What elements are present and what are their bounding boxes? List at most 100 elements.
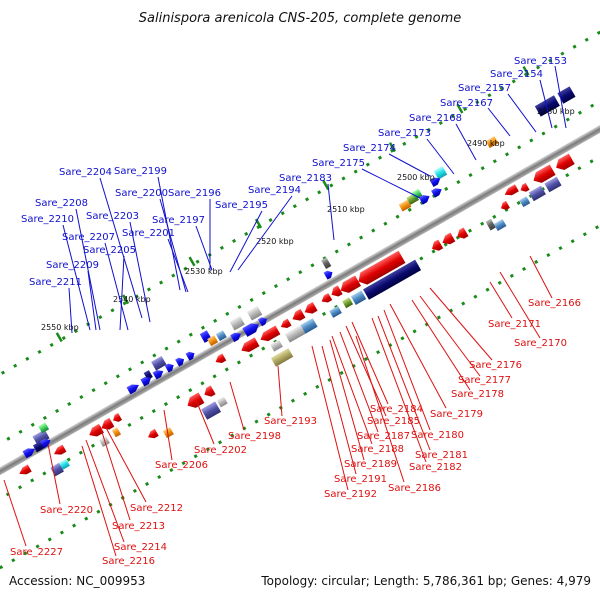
- gene-block[interactable]: [557, 86, 576, 104]
- gene-label-forward[interactable]: Sare_2207: [62, 232, 115, 243]
- gene-label-reverse[interactable]: Sare_2180: [411, 430, 464, 441]
- gene-label-reverse[interactable]: Sare_2188: [351, 444, 404, 455]
- gene-block[interactable]: [338, 275, 362, 295]
- gene-label-forward[interactable]: Sare_2183: [279, 173, 332, 184]
- gene-label-reverse[interactable]: Sare_2227: [10, 547, 63, 558]
- gene-block[interactable]: [185, 350, 197, 361]
- gene-block[interactable]: [329, 285, 343, 299]
- gene-label-forward[interactable]: Sare_2211: [29, 277, 82, 288]
- gene-label-forward[interactable]: Sare_2167: [440, 98, 493, 109]
- gene-label-forward[interactable]: Sare_2168: [409, 113, 462, 124]
- gene-label-forward[interactable]: Sare_2174: [343, 143, 396, 154]
- gene-label-reverse[interactable]: Sare_2206: [155, 460, 208, 471]
- gene-block[interactable]: [162, 427, 174, 439]
- gene-label-reverse[interactable]: Sare_2192: [324, 489, 377, 500]
- gene-block[interactable]: [418, 193, 432, 205]
- gene-block[interactable]: [503, 184, 519, 198]
- gene-block[interactable]: [355, 250, 406, 288]
- gene-label-forward[interactable]: Sare_2197: [152, 215, 205, 226]
- gene-label-reverse[interactable]: Sare_2191: [334, 474, 387, 485]
- gene-label-reverse[interactable]: Sare_2202: [194, 445, 247, 456]
- gene-block[interactable]: [411, 188, 423, 200]
- gene-block[interactable]: [553, 153, 575, 173]
- gene-block[interactable]: [258, 325, 281, 345]
- gene-block[interactable]: [215, 330, 227, 342]
- gene-label-reverse[interactable]: Sare_2186: [388, 483, 441, 494]
- gene-block[interactable]: [290, 308, 306, 324]
- gene-label-forward[interactable]: Sare_2175: [312, 158, 365, 169]
- gene-block[interactable]: [143, 370, 153, 381]
- gene-block[interactable]: [284, 325, 306, 343]
- gene-block[interactable]: [440, 232, 456, 248]
- gene-label-reverse[interactable]: Sare_2166: [528, 298, 581, 309]
- gene-label-forward[interactable]: Sare_2154: [490, 69, 543, 80]
- gene-label-forward[interactable]: Sare_2209: [46, 260, 99, 271]
- gene-label-forward[interactable]: Sare_2201: [122, 228, 175, 239]
- gene-label-reverse[interactable]: Sare_2189: [344, 459, 397, 470]
- gene-block[interactable]: [126, 381, 141, 395]
- gene-label-reverse[interactable]: Sare_2216: [102, 556, 155, 567]
- gene-block[interactable]: [329, 305, 342, 318]
- gene-label-forward[interactable]: Sare_2195: [215, 200, 268, 211]
- gene-label-reverse[interactable]: Sare_2182: [409, 462, 462, 473]
- gene-label-forward[interactable]: Sare_2157: [458, 83, 511, 94]
- gene-label-reverse[interactable]: Sare_2213: [112, 521, 165, 532]
- gene-block[interactable]: [202, 385, 216, 400]
- gene-label-reverse[interactable]: Sare_2187: [357, 431, 410, 442]
- gene-block[interactable]: [519, 182, 530, 194]
- gene-block[interactable]: [455, 227, 469, 241]
- gene-label-reverse[interactable]: Sare_2181: [415, 450, 468, 461]
- gene-label-reverse[interactable]: Sare_2179: [430, 409, 483, 420]
- gene-block[interactable]: [32, 429, 50, 446]
- gene-block[interactable]: [22, 445, 37, 459]
- gene-block[interactable]: [323, 269, 335, 280]
- gene-block[interactable]: [270, 339, 283, 352]
- gene-label-forward[interactable]: Sare_2204: [59, 167, 112, 178]
- gene-label-reverse[interactable]: Sare_2170: [514, 338, 567, 349]
- gene-block[interactable]: [430, 239, 444, 254]
- gene-block[interactable]: [350, 290, 367, 306]
- gene-block[interactable]: [230, 330, 243, 343]
- gene-block[interactable]: [214, 353, 227, 366]
- gene-label-reverse[interactable]: Sare_2171: [488, 319, 541, 330]
- gene-block[interactable]: [258, 315, 269, 327]
- gene-block[interactable]: [485, 218, 496, 231]
- gene-block[interactable]: [493, 219, 507, 231]
- gene-block[interactable]: [111, 427, 122, 438]
- gene-block[interactable]: [17, 464, 32, 478]
- gene-label-reverse[interactable]: Sare_2177: [458, 375, 511, 386]
- gene-label-forward[interactable]: Sare_2208: [35, 198, 88, 209]
- gene-block[interactable]: [342, 297, 354, 309]
- gene-label-forward[interactable]: Sare_2173: [378, 128, 431, 139]
- gene-label-forward[interactable]: Sare_2205: [83, 245, 136, 256]
- gene-label-reverse[interactable]: Sare_2193: [264, 416, 317, 427]
- gene-block[interactable]: [52, 444, 67, 458]
- gene-label-reverse[interactable]: Sare_2212: [130, 503, 183, 514]
- gene-block[interactable]: [151, 355, 167, 371]
- gene-block[interactable]: [302, 301, 318, 317]
- gene-block[interactable]: [242, 320, 261, 337]
- gene-label-forward[interactable]: Sare_2194: [248, 185, 301, 196]
- gene-label-reverse[interactable]: Sare_2198: [228, 431, 281, 442]
- gene-block[interactable]: [363, 259, 422, 300]
- gene-label-forward[interactable]: Sare_2196: [168, 188, 221, 199]
- gene-block[interactable]: [140, 375, 153, 387]
- gene-label-reverse[interactable]: Sare_2220: [40, 505, 93, 516]
- gene-block[interactable]: [98, 436, 110, 447]
- gene-label-reverse[interactable]: Sare_2176: [469, 360, 522, 371]
- gene-block[interactable]: [431, 186, 444, 198]
- gene-block[interactable]: [320, 293, 333, 305]
- gene-block[interactable]: [519, 196, 531, 208]
- gene-block[interactable]: [38, 422, 50, 434]
- gene-block[interactable]: [300, 318, 318, 334]
- gene-label-reverse[interactable]: Sare_2214: [114, 542, 167, 553]
- gene-label-reverse[interactable]: Sare_2185: [367, 416, 420, 427]
- gene-block[interactable]: [164, 362, 176, 373]
- gene-block[interactable]: [321, 257, 332, 270]
- gene-block[interactable]: [429, 175, 443, 187]
- gene-block[interactable]: [279, 318, 292, 331]
- gene-block[interactable]: [216, 396, 228, 408]
- gene-block[interactable]: [544, 176, 562, 193]
- gene-block[interactable]: [58, 458, 70, 470]
- gene-block[interactable]: [270, 348, 294, 367]
